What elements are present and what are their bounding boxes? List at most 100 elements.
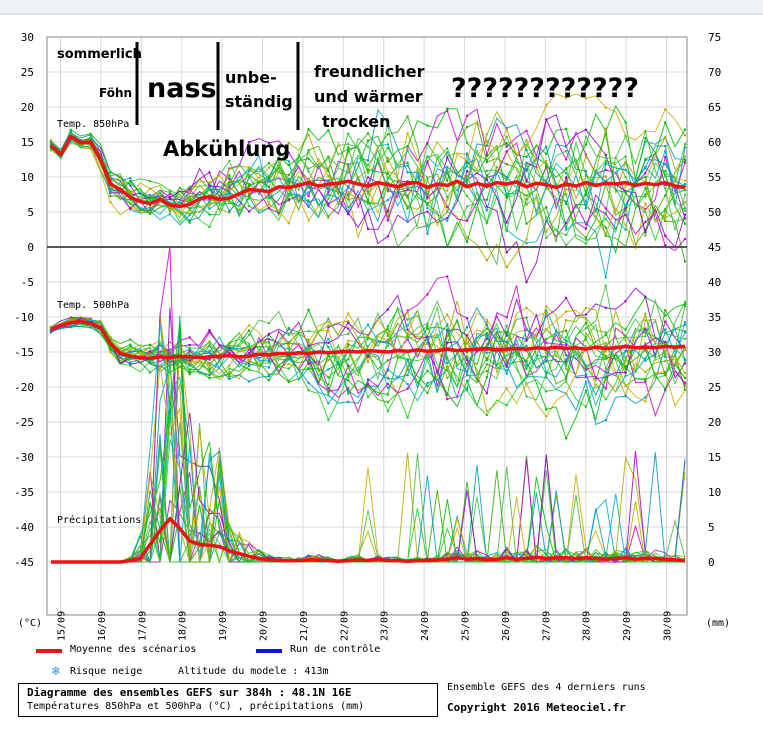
ensemble-500-line-point [644, 341, 647, 345]
ensemble-850-line-point [644, 172, 647, 175]
ensemble-500-line-point [485, 369, 489, 373]
ensemble-850-line-point [287, 173, 290, 177]
ensemble-500-line-point [228, 364, 231, 367]
left-tick: -15 [14, 346, 34, 359]
ensemble-850-line-point [584, 184, 588, 188]
ensemble-850-line-point [307, 191, 310, 194]
ensemble-500-line-point [366, 379, 370, 383]
right-tick: 15 [708, 451, 721, 464]
ensemble-850-line-point [564, 228, 568, 231]
ensemble-850-line-point [505, 251, 508, 254]
ensemble-500-line-point [465, 373, 469, 376]
ensemble-500-line-point [346, 339, 350, 342]
panel-label-500: Temp. 500hPa [57, 300, 129, 311]
ensemble-500-line-point [327, 326, 330, 329]
legend-mean-swatch [36, 649, 62, 653]
ensemble-500-line-point [604, 284, 607, 287]
ensemble-850-line-point [663, 169, 667, 173]
annotation-questions: ???????????? [451, 73, 639, 104]
ensemble-500-line-point [267, 366, 271, 369]
ensemble-850-line-point [406, 149, 409, 152]
ensemble-500-line-point [584, 313, 588, 316]
ensemble-850-line-point [129, 207, 132, 210]
ensemble-850-line-point [683, 206, 687, 210]
ensemble-850-line-point [683, 193, 687, 196]
ensemble-500-line-point [386, 377, 390, 380]
ensemble-850-line-point [663, 194, 667, 197]
ensemble-500-line-point [564, 329, 568, 332]
ensemble-850-line-point [584, 175, 588, 178]
ensemble-850-line-point [644, 166, 647, 170]
mean-series [49, 134, 686, 564]
ensemble-500-line-point [307, 340, 310, 344]
ensemble-850-line-point [366, 145, 370, 148]
ensemble-500-line-point [267, 332, 271, 336]
ensemble-850-line-point [683, 222, 687, 226]
ensemble-850-line-point [525, 163, 528, 167]
ensemble-850-line-point [545, 230, 548, 233]
left-tick: 10 [21, 171, 34, 184]
ensemble-850-line-point [228, 188, 231, 192]
ensemble-850-line-point [505, 221, 508, 224]
ensemble-500-line-point [426, 391, 429, 395]
ensemble-500-line-point [624, 334, 627, 338]
ensemble-500-line-point [208, 370, 211, 373]
ensemble-500-line-point [624, 360, 627, 363]
ensemble-850-line-point [624, 155, 627, 158]
ensemble-850-line-point [426, 178, 429, 182]
ensemble-850-line-point [446, 147, 449, 150]
ensemble-500-line-point [604, 344, 607, 347]
ensemble-500-line-point [683, 371, 687, 375]
ensemble-500-line-point [406, 336, 409, 339]
ensemble-850-line-point [366, 171, 370, 175]
left-tick: -5 [21, 276, 34, 289]
ensemble-850-line-point [406, 145, 409, 148]
ensemble-500-line-point [307, 362, 310, 366]
ensemble-500-line-point [386, 382, 390, 386]
ensemble-850-line-point [584, 238, 588, 242]
left-tick: 20 [21, 101, 34, 114]
ensemble-500-line-point [564, 343, 568, 347]
ensemble-500-line-point [426, 335, 429, 339]
ensemble-500-line-point [604, 398, 607, 401]
ensemble-850-line-point [109, 170, 112, 173]
ensemble-850-line-point [188, 199, 191, 203]
ensemble-500-line-point [406, 318, 409, 321]
ensemble-500-line-point [208, 374, 211, 377]
ensemble-850-line-point [564, 221, 568, 224]
ensemble-500-line-point [525, 376, 528, 379]
ensemble-850-line-point [406, 220, 409, 223]
ensemble-500-line-point [624, 394, 627, 398]
ensemble-850-line-point [247, 194, 251, 198]
ensemble-850-line-point [366, 199, 370, 203]
ensemble-850-line-point [564, 149, 568, 153]
ensemble-500-line-point [485, 392, 489, 395]
ensemble-850-line-point [49, 139, 53, 142]
ensemble-850-line-point [624, 204, 627, 208]
ensemble-850-line-point [683, 182, 687, 186]
ensemble-850-line-point [406, 234, 409, 237]
ensemble-850-line-point [584, 236, 588, 240]
left-unit: (°C) [18, 618, 42, 629]
ensemble-850-line-point [545, 205, 548, 209]
ensemble-850-line-point [247, 204, 251, 208]
ensemble-850-line-point [386, 123, 390, 126]
ensemble-500-line-point [247, 359, 251, 362]
ensemble-500-line-point [327, 387, 330, 390]
ensemble-850-line-point [228, 168, 231, 171]
ensemble-850-line-point [465, 160, 469, 164]
ensemble-850-line-point [129, 183, 132, 186]
ensemble-850-line-point [307, 204, 310, 207]
ensemble-500-line-point [426, 293, 429, 296]
ensemble-850-line-point [168, 191, 172, 194]
ensemble-850-line-point [485, 133, 489, 136]
ensemble-850-line-point [663, 155, 667, 159]
ensemble-850-line-point [584, 97, 588, 100]
ensemble-850-line-point [327, 193, 330, 196]
ensemble-500-line-point [406, 331, 409, 335]
ensemble-500-line-point [346, 400, 350, 403]
ensemble-500-line-point [465, 326, 469, 329]
ensemble-850-line-point [267, 177, 271, 181]
panel-label-precip: Précipitations [57, 514, 141, 526]
